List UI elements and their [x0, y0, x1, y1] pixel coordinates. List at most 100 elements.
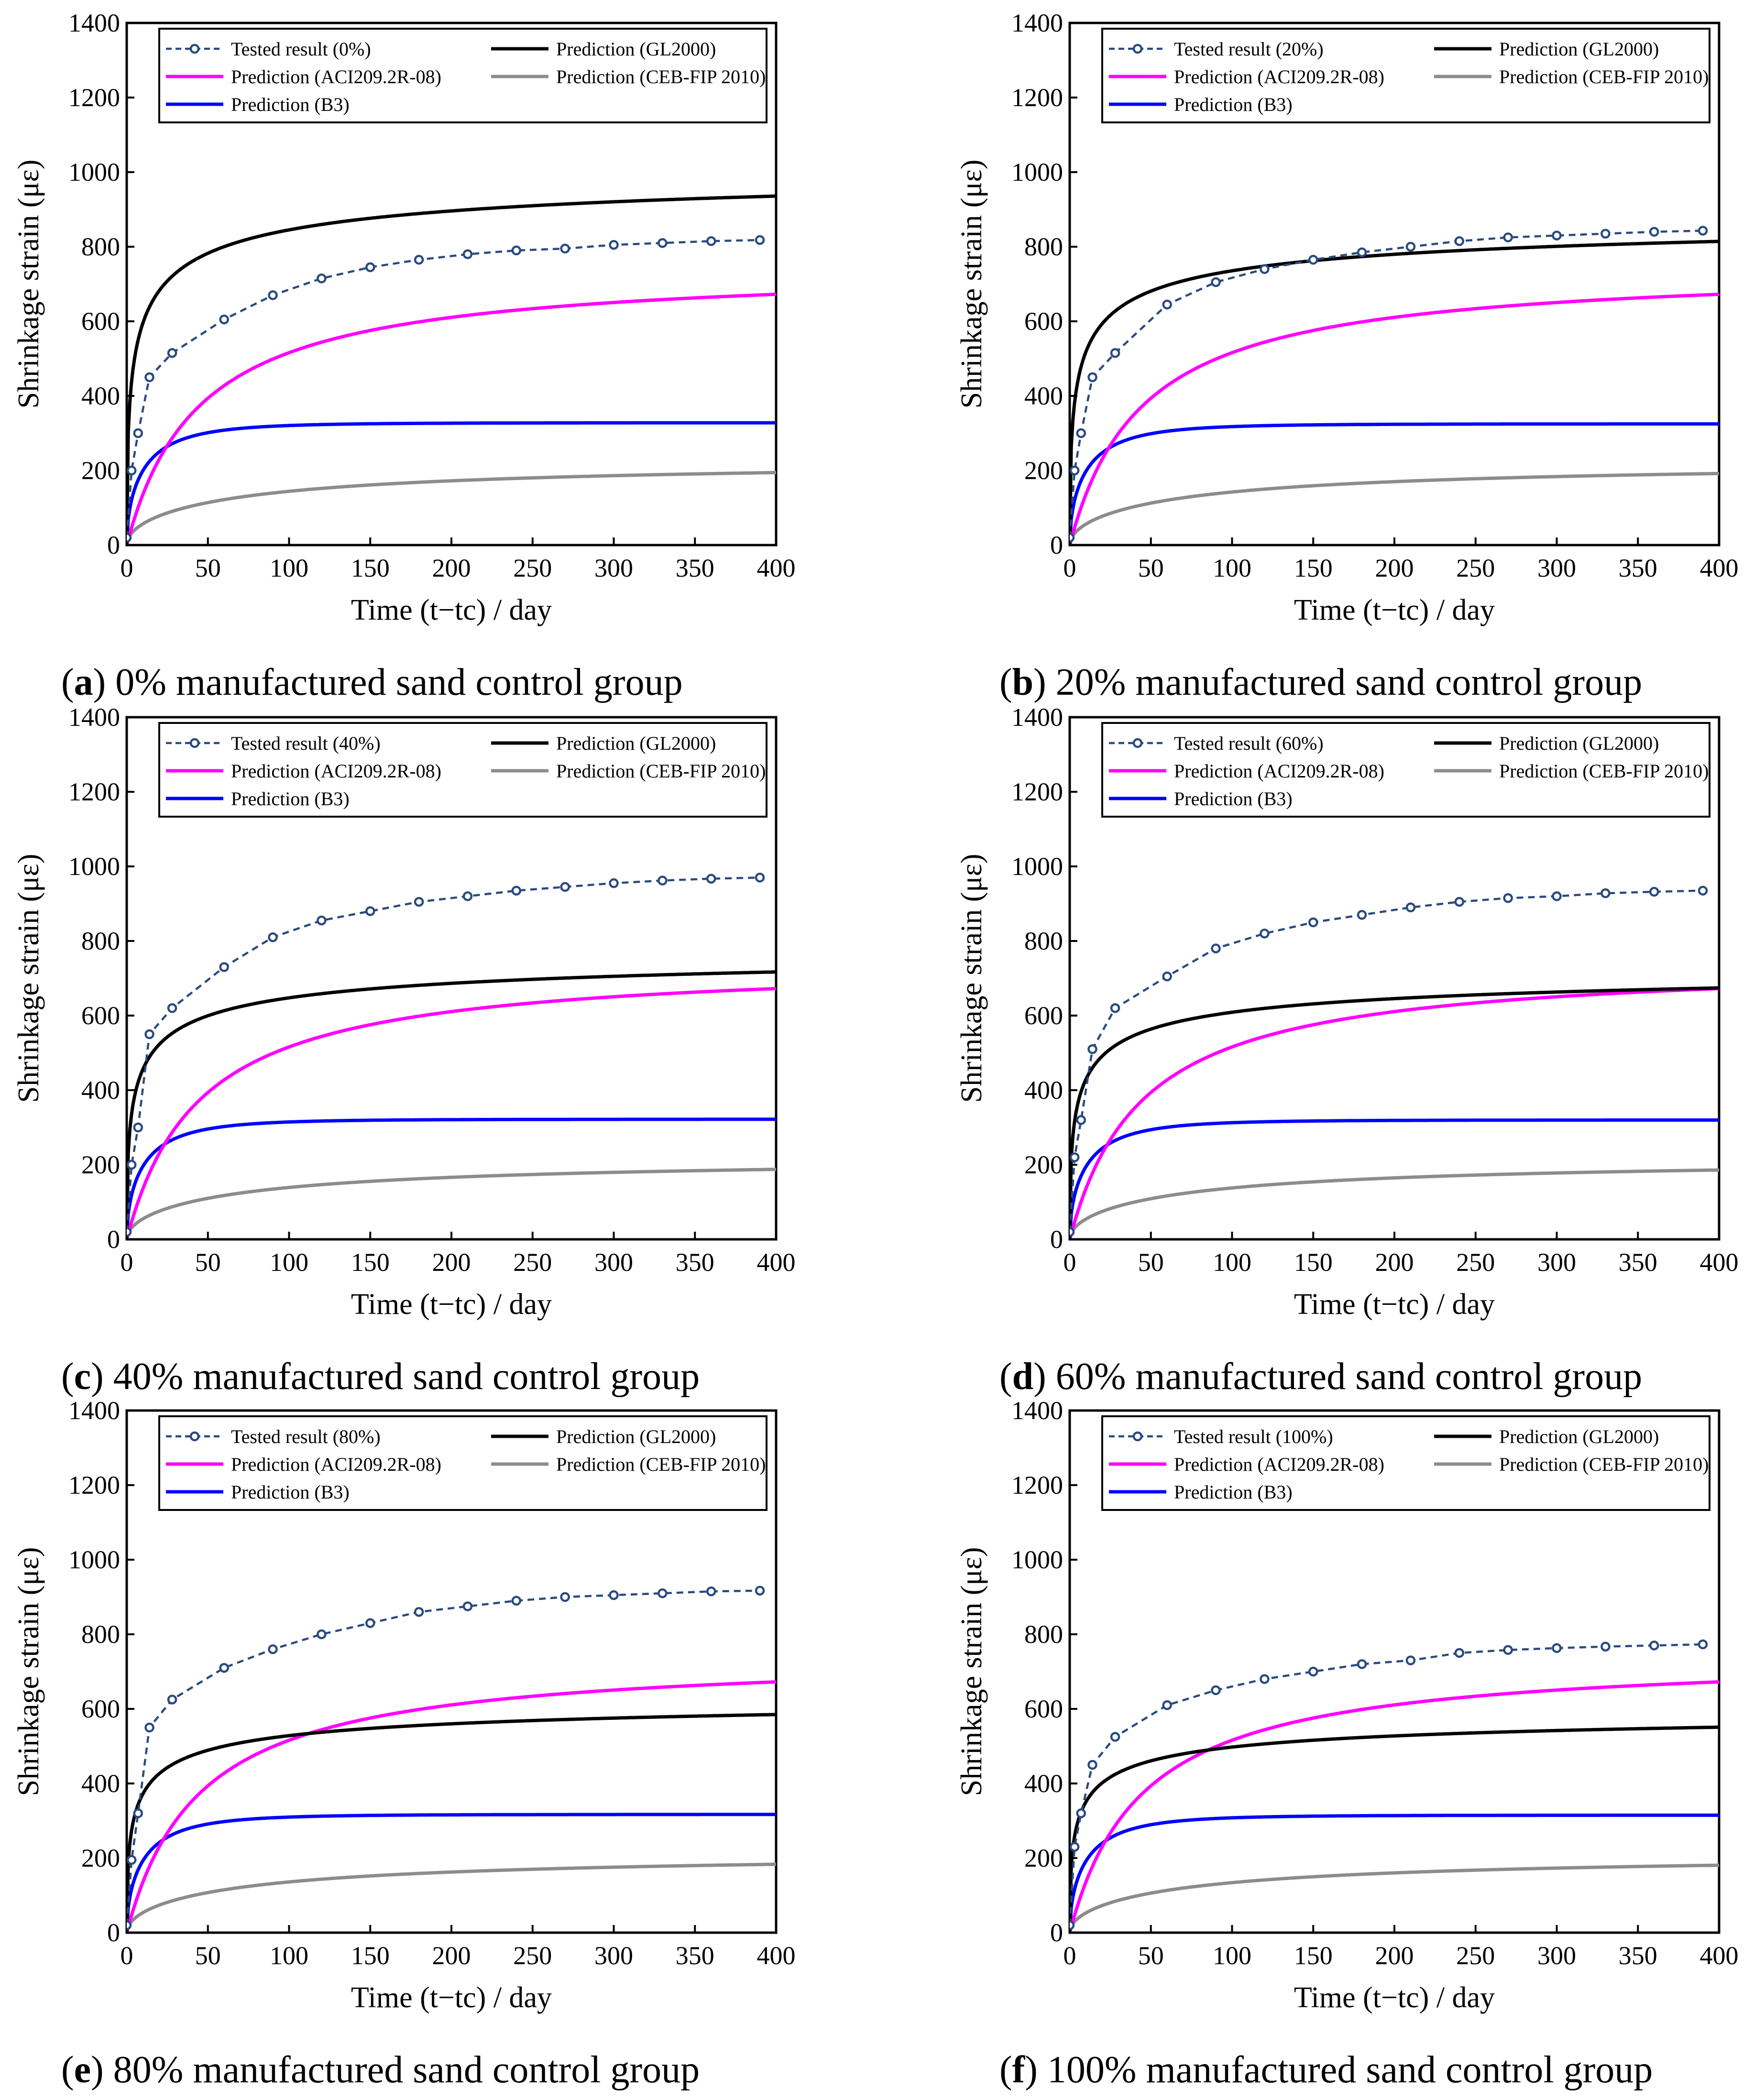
legend-label: Prediction (GL2000) — [556, 38, 716, 60]
panel-caption: (e) 80% manufactured sand control group — [61, 2049, 700, 2091]
series-line-b3 — [1070, 422, 1719, 545]
x-tick-label: 300 — [1537, 1248, 1576, 1277]
data-point-tested — [1110, 348, 1120, 358]
legend-item-tested: Tested result (60%) — [1109, 733, 1324, 754]
x-tick-label: 100 — [1213, 554, 1251, 582]
y-axis-title: Shrinkage strain (με) — [12, 160, 45, 409]
legend-label: Tested result (40%) — [231, 733, 381, 754]
legend-marker — [1132, 1431, 1143, 1442]
y-axis-title: Shrinkage strain (με) — [12, 854, 45, 1103]
legend-box — [1101, 1415, 1710, 1511]
y-tick-label: 600 — [1024, 307, 1063, 336]
legend-item-aci: Prediction (ACI209.2R-08) — [166, 760, 441, 782]
legend-item-b3: Prediction (B3) — [166, 788, 350, 809]
x-tick-label: 400 — [757, 1941, 796, 1970]
legend-item-b3: Prediction (B3) — [1109, 94, 1293, 115]
y-tick-label: 1000 — [1011, 852, 1063, 881]
data-point-tested — [755, 873, 765, 883]
data-point-tested — [127, 465, 137, 476]
x-tick-label: 400 — [757, 1248, 796, 1277]
x-tick-label: 400 — [1700, 1248, 1739, 1277]
y-tick-label: 800 — [81, 232, 120, 261]
series-line-ceb — [127, 470, 776, 545]
data-point-tested — [1260, 929, 1270, 939]
series-line-aci — [127, 987, 776, 1239]
legend-label: Prediction (B3) — [1174, 94, 1293, 115]
legend-box — [1101, 722, 1710, 818]
x-tick-label: 400 — [1700, 1941, 1739, 1970]
legend-label: Prediction (B3) — [1174, 788, 1293, 809]
x-tick-label: 200 — [1375, 1248, 1414, 1277]
legend-label: Prediction (ACI209.2R-08) — [231, 66, 441, 88]
data-point-tested — [414, 897, 424, 907]
data-point-tested — [133, 1808, 143, 1818]
legend-item-gl2000: Prediction (GL2000) — [1434, 1426, 1659, 1447]
legend-label: Prediction (CEB-FIP 2010) — [556, 66, 766, 88]
x-tick-label: 50 — [1138, 554, 1164, 582]
x-tick-label: 50 — [195, 554, 221, 582]
legend-item-aci: Prediction (ACI209.2R-08) — [166, 66, 441, 88]
legend-item-ceb: Prediction (CEB-FIP 2010) — [491, 760, 766, 782]
legend-label: Tested result (20%) — [1174, 38, 1324, 60]
legend-label: Prediction (GL2000) — [556, 1426, 716, 1447]
x-tick-label: 400 — [1700, 554, 1739, 582]
data-point-tested — [1260, 264, 1270, 274]
legend-item-b3: Prediction (B3) — [1109, 1481, 1293, 1503]
caption-text: 60% manufactured sand control group — [1046, 1356, 1642, 1398]
data-point-tested — [706, 1586, 716, 1597]
data-point-tested — [1087, 372, 1097, 383]
data-point-tested — [1601, 888, 1611, 898]
legend-item-b3: Prediction (B3) — [1109, 788, 1293, 809]
y-tick-label: 400 — [81, 382, 120, 410]
legend-item-aci: Prediction (ACI209.2R-08) — [1109, 1454, 1384, 1475]
x-tick-label: 350 — [676, 554, 714, 582]
y-tick-label: 1200 — [68, 83, 120, 112]
x-tick-label: 300 — [1537, 554, 1576, 582]
chart-panel-b: 0 50 100 150 200 250 300 350 400 0 200 400 600 800 100… — [955, 9, 1739, 703]
data-point-tested — [755, 235, 765, 245]
data-point-tested — [365, 262, 375, 273]
legend-label: Prediction (B3) — [231, 1481, 350, 1503]
x-tick-label: 200 — [432, 1941, 471, 1970]
legend: Tested result (0%) Prediction (GL2000) Pre… — [158, 28, 767, 123]
data-point-tested — [219, 962, 229, 972]
chart-panel-e: 0 50 100 150 200 250 300 350 400 0 200 400 600 800 100… — [12, 1396, 796, 2091]
x-axis-title: Time (t−tc) / day — [351, 594, 552, 626]
y-tick-label: 200 — [1024, 1150, 1063, 1179]
legend-label: Prediction (ACI209.2R-08) — [1174, 760, 1384, 782]
y-tick-label: 600 — [81, 307, 120, 336]
x-axis-title: Time (t−tc) / day — [351, 1981, 552, 2014]
series-line-ceb — [127, 1862, 776, 1933]
x-tick-label: 100 — [270, 554, 308, 582]
data-point-tested — [1087, 1760, 1097, 1770]
legend-box — [1101, 28, 1710, 123]
series-line-ceb — [1070, 471, 1719, 545]
data-point-tested — [1552, 230, 1562, 241]
x-tick-label: 250 — [1456, 1941, 1495, 1970]
y-tick-label: 600 — [1024, 1001, 1063, 1030]
legend: Tested result (60%) Prediction (GL2000) Pr… — [1101, 722, 1710, 818]
series-line-gl2000 — [127, 970, 776, 1239]
x-tick-label: 200 — [1375, 1941, 1414, 1970]
data-point-tested — [167, 1695, 177, 1705]
data-point-tested — [1405, 1655, 1416, 1665]
y-tick-label: 800 — [81, 927, 120, 955]
legend: Tested result (20%) Prediction (GL2000) Pr… — [1101, 28, 1710, 123]
legend-label: Tested result (60%) — [1174, 733, 1324, 754]
x-tick-label: 0 — [1063, 1248, 1076, 1277]
data-point-tested — [658, 875, 668, 886]
data-point-tested — [1357, 910, 1367, 920]
y-tick-label: 0 — [1050, 1225, 1063, 1254]
caption-letter: d — [1012, 1356, 1034, 1398]
panel-caption: (b) 20% manufactured sand control group — [999, 661, 1642, 703]
data-point-tested — [1076, 1808, 1086, 1818]
data-point-tested — [1308, 255, 1318, 265]
legend-item-b3: Prediction (B3) — [166, 1481, 350, 1503]
data-point-tested — [1070, 1227, 1075, 1237]
x-axis-title: Time (t−tc) / day — [1294, 594, 1495, 626]
x-tick-label: 0 — [1063, 554, 1076, 582]
caption-paren-close: ) — [91, 1356, 104, 1398]
caption-text: 80% manufactured sand control group — [104, 2049, 700, 2091]
caption-letter: e — [74, 2049, 91, 2091]
legend-marker — [189, 44, 200, 54]
